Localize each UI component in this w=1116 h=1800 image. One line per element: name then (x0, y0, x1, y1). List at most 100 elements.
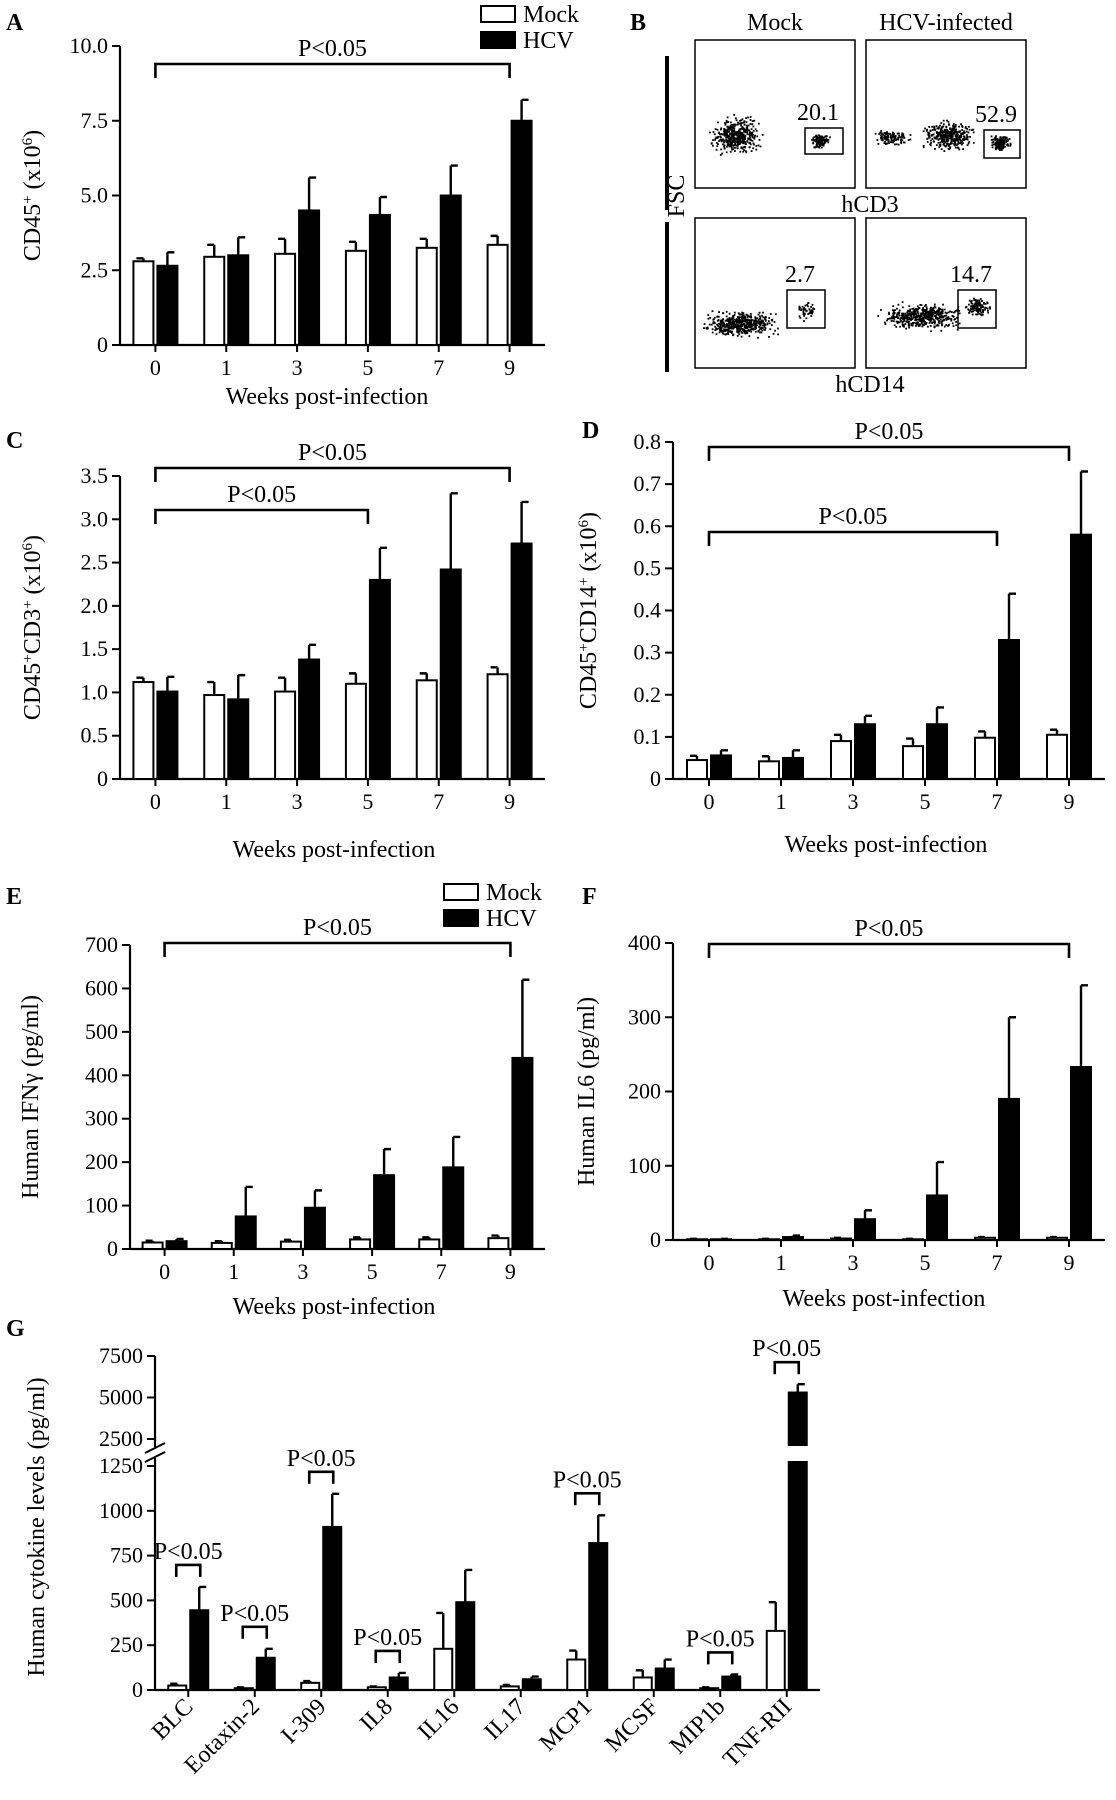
flow-event (749, 313, 752, 315)
flow-event (961, 129, 963, 131)
flow-event (948, 132, 951, 135)
flow-event (891, 139, 894, 142)
flow-event (940, 314, 943, 317)
flow-event (813, 139, 816, 141)
flow-event (945, 126, 948, 128)
x-tick-label-week-3: 3 (848, 1250, 859, 1275)
error-bar-hcv-week-5 (935, 706, 944, 725)
flow-event (719, 133, 721, 136)
flow-event (943, 314, 946, 317)
flow-event (738, 132, 740, 135)
y-tick-label: 0.5 (634, 555, 662, 580)
flow-event (738, 316, 741, 319)
error-bar-hcv-week-0 (166, 675, 175, 692)
flow-event (886, 142, 889, 145)
flow-event (901, 315, 904, 318)
flow-event (939, 141, 942, 144)
flow-event (919, 319, 921, 322)
flow-plot-frame (694, 217, 856, 369)
y-tick-label: 500 (110, 1587, 143, 1612)
flow-event (723, 133, 725, 135)
flow-event (976, 301, 979, 304)
flow-event (892, 312, 894, 315)
flow-event (884, 140, 886, 143)
flow-event (818, 141, 821, 144)
flow-event (739, 137, 741, 140)
flow-event (736, 147, 739, 150)
bar-hcv-week-3 (854, 1218, 876, 1241)
gate-percentage: 52.9 (975, 102, 1017, 128)
flow-event (979, 298, 982, 300)
flow-event (761, 327, 764, 329)
flow-event (732, 127, 734, 129)
flow-event (729, 133, 731, 136)
flow-event (915, 308, 918, 310)
significance-bracket (154, 508, 370, 524)
flow-event (818, 134, 820, 137)
flow-event (1002, 145, 1005, 148)
flow-event (938, 146, 941, 149)
flow-event (947, 130, 950, 133)
flow-event (743, 332, 746, 334)
flow-event (745, 121, 748, 124)
bar-hcv-week-0 (156, 264, 179, 347)
flow-event (729, 143, 732, 145)
y-tick-label: 0.5 (81, 723, 109, 748)
flow-event (734, 117, 737, 120)
flow-event (891, 136, 894, 139)
flow-event (748, 133, 751, 136)
flow-event (725, 333, 728, 335)
flow-event (745, 151, 748, 154)
flow-event (964, 127, 967, 129)
flow-event (742, 320, 745, 322)
flow-event (902, 133, 905, 136)
flow-event (722, 143, 724, 146)
error-bar-hcv-week-3 (307, 643, 317, 660)
flow-event (932, 318, 935, 321)
flow-event (940, 148, 943, 151)
flow-event (930, 310, 933, 312)
flow-event (883, 132, 886, 134)
flow-event (747, 318, 749, 321)
flow-event (999, 148, 1002, 151)
flow-event (728, 145, 731, 148)
flow-event (943, 308, 946, 311)
flow-event (955, 321, 957, 323)
x-tick-label-week-1: 1 (221, 355, 232, 380)
flow-event (942, 143, 945, 146)
flow-event (819, 144, 821, 146)
flow-event (925, 314, 928, 317)
flow-event (995, 135, 997, 138)
flow-event (751, 136, 754, 139)
flow-event (921, 309, 924, 311)
flow-event (730, 125, 732, 128)
flow-event (752, 324, 755, 327)
flow-event (907, 310, 910, 312)
flow-event (935, 312, 937, 315)
flow-event (735, 326, 737, 328)
flow-event (815, 137, 818, 139)
flow-event (727, 131, 729, 133)
flow-event (936, 135, 939, 138)
flow-event (764, 329, 766, 331)
flow-event (729, 140, 731, 143)
flow-event (945, 324, 947, 326)
flow-event (732, 140, 734, 142)
flow-event (942, 119, 945, 122)
flow-event (967, 125, 970, 128)
flow-event (728, 330, 731, 333)
flow-event (926, 308, 928, 310)
flow-event (706, 326, 709, 329)
flow-event (727, 139, 730, 142)
flow-event (911, 318, 914, 320)
flow-event (777, 333, 779, 336)
flow-event (710, 323, 713, 326)
flow-event (913, 321, 915, 324)
flow-event (746, 130, 749, 132)
flow-event (939, 311, 942, 314)
flow-event (939, 145, 942, 147)
flow-event (903, 141, 906, 144)
flow-event (733, 146, 736, 149)
x-tick-label-week-1: 1 (776, 1250, 787, 1275)
